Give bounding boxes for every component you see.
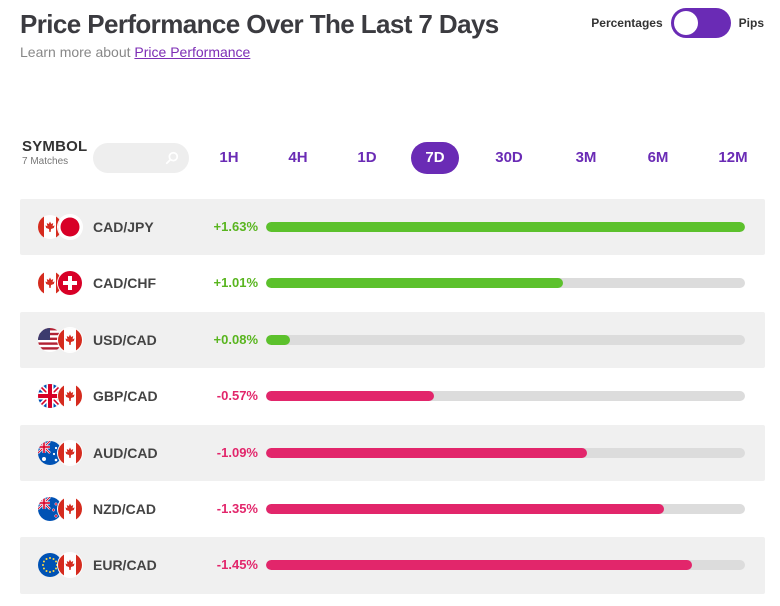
canada-flag-icon: [58, 327, 82, 352]
pair-flags: [38, 327, 84, 352]
symbol-label: SYMBOL: [22, 138, 88, 155]
canada-flag-icon: [58, 553, 82, 578]
switzerland-flag-icon: [58, 271, 82, 296]
period-tab-30d[interactable]: 30D: [495, 149, 523, 166]
pair-flags: [38, 215, 84, 239]
performance-bar-track: [266, 334, 745, 345]
pair-row[interactable]: AUD/CAD -1.09%: [20, 424, 765, 481]
percentages-label[interactable]: Percentages: [591, 16, 663, 30]
change-value: -1.09%: [216, 444, 258, 460]
performance-bar-fill: [266, 503, 664, 514]
performance-bar-fill: [266, 222, 745, 232]
subtitle: Learn more about Price Performance: [20, 44, 250, 60]
performance-bar-track: [266, 391, 745, 402]
toggle-knob: [673, 11, 698, 35]
period-tab-6m[interactable]: 6M: [647, 149, 669, 166]
canada-flag-icon: [58, 440, 82, 465]
period-tab-4h[interactable]: 4H: [288, 149, 308, 166]
performance-bar-fill: [266, 447, 587, 458]
performance-bar-fill: [266, 278, 563, 289]
canada-flag-icon: [58, 496, 82, 521]
period-tab-1h[interactable]: 1H: [219, 149, 239, 166]
change-value: +1.01%: [213, 275, 258, 291]
pair-name[interactable]: EUR/CAD: [93, 557, 157, 574]
performance-bar-fill: [266, 560, 693, 571]
performance-bar-fill: [266, 334, 290, 345]
performance-bar-fill: [266, 391, 434, 402]
change-value: -1.35%: [216, 500, 258, 516]
symbol-header: SYMBOL 7 Matches: [22, 138, 87, 167]
filter-bar: SYMBOL 7 Matches 1H 4H 1D 7D 30D 3M 6M 12M: [20, 138, 765, 178]
pair-row[interactable]: EUR/CAD -1.45%: [20, 537, 765, 594]
price-performance-link[interactable]: Price Performance: [134, 44, 251, 60]
change-value: +0.08%: [213, 331, 258, 347]
performance-bar-track: [266, 447, 745, 458]
pair-name[interactable]: USD/CAD: [93, 331, 157, 348]
pair-flags: [38, 271, 84, 296]
search-icon: [165, 151, 179, 165]
pair-name[interactable]: CAD/JPY: [93, 219, 154, 235]
pair-name[interactable]: AUD/CAD: [93, 444, 158, 461]
performance-list: CAD/JPY +1.63% CAD/CHF +1.01% USD/CAD +0.08% G…: [20, 199, 765, 594]
match-count: 7 Matches: [22, 156, 69, 167]
symbol-search-input[interactable]: [93, 143, 189, 173]
pair-name[interactable]: CAD/CHF: [93, 275, 156, 292]
pair-row[interactable]: CAD/JPY +1.63%: [20, 199, 765, 256]
period-tab-1d[interactable]: 1D: [357, 149, 377, 166]
change-value: -0.57%: [216, 388, 258, 404]
canada-flag-icon: [58, 384, 82, 409]
pips-label[interactable]: Pips: [738, 16, 764, 30]
performance-bar-track: [266, 560, 745, 571]
japan-flag-icon: [58, 215, 82, 239]
percentages-pips-toggle[interactable]: [670, 8, 731, 38]
pair-flags: [38, 553, 84, 578]
period-tab-3m[interactable]: 3M: [575, 149, 597, 166]
pair-row[interactable]: GBP/CAD -0.57%: [20, 368, 765, 424]
performance-bar-track: [266, 503, 745, 514]
new-zealand-flag-icon: [38, 496, 62, 521]
performance-bar-track: [266, 222, 745, 232]
pair-row[interactable]: NZD/CAD -1.35%: [20, 481, 765, 537]
change-value: +1.63%: [213, 219, 258, 234]
page-title: Price Performance Over The Last 7 Days: [20, 9, 499, 39]
subtitle-text: Learn more about: [20, 44, 135, 60]
performance-bar-track: [266, 278, 745, 289]
pair-name[interactable]: NZD/CAD: [93, 500, 156, 517]
change-value: -1.45%: [216, 557, 258, 573]
pair-name[interactable]: GBP/CAD: [93, 388, 158, 405]
period-tab-7d[interactable]: 7D: [411, 142, 459, 174]
pair-row[interactable]: CAD/CHF +1.01%: [20, 255, 765, 311]
pair-flags: [38, 384, 84, 409]
pair-row[interactable]: USD/CAD +0.08%: [20, 311, 765, 369]
period-tab-12m[interactable]: 12M: [718, 149, 748, 166]
pair-flags: [38, 496, 84, 521]
usa-flag-icon: [38, 327, 62, 352]
pair-flags: [38, 440, 84, 465]
units-toggle-group: Percentages Pips: [591, 8, 764, 38]
